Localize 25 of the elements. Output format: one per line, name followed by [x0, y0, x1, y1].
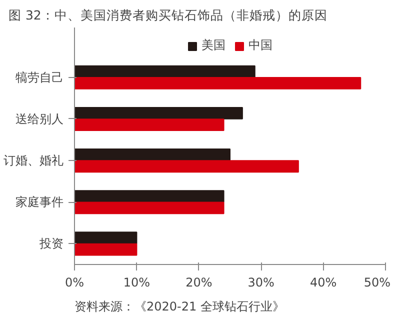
x-tick-label: 20%	[186, 276, 212, 290]
x-tick-label: 50%	[364, 276, 390, 290]
y-tick-label: 送给别人	[16, 112, 64, 126]
bar	[74, 106, 243, 120]
bar	[74, 65, 256, 78]
bar	[74, 190, 224, 203]
bar	[74, 232, 138, 244]
x-tick-label: 40%	[310, 276, 337, 290]
chart-title: 图 32：中、美国消费者购买钻石饰品（非婚戒）的原因	[8, 8, 328, 22]
legend-label: 美国	[202, 37, 226, 54]
x-tick-label: 30%	[248, 276, 274, 290]
text: 资料来源：《2020-21 全球钻石行业》	[74, 300, 284, 314]
bar	[74, 148, 230, 161]
x-tick-label: 0%	[64, 276, 84, 290]
bar	[74, 118, 224, 131]
bar	[74, 202, 224, 214]
bar	[74, 243, 138, 256]
bar	[74, 77, 362, 90]
y-tick-label: 订婚、婚礼	[4, 154, 64, 168]
bar	[74, 160, 299, 173]
legend-label: 中国	[248, 37, 272, 54]
y-tick-label: 投资	[38, 236, 64, 251]
y-tick-label: 家庭事件	[16, 195, 64, 210]
y-tick-label: 犒劳自己	[16, 70, 64, 84]
x-tick-label: 10%	[123, 276, 150, 290]
